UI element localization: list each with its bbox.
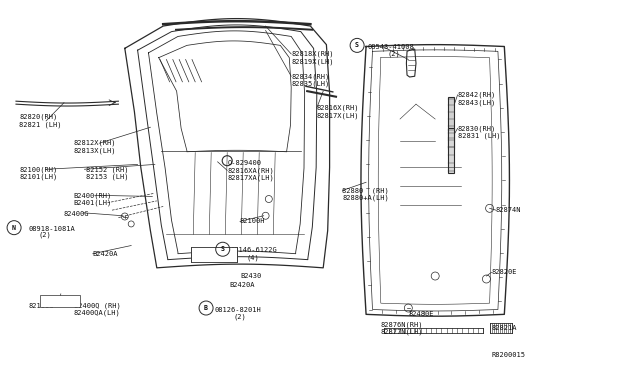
Text: 82100H: 82100H — [240, 218, 266, 224]
Text: 82100C: 82100C — [29, 303, 54, 309]
Text: 82480E: 82480E — [408, 311, 434, 317]
Text: 82876N(RH): 82876N(RH) — [381, 321, 423, 328]
Text: R8200015: R8200015 — [492, 352, 525, 358]
Text: (2): (2) — [234, 314, 246, 320]
Text: 82152 (RH): 82152 (RH) — [86, 166, 129, 173]
Text: 82831 (LH): 82831 (LH) — [458, 132, 500, 139]
Text: (2): (2) — [387, 51, 400, 57]
Text: 82874N: 82874N — [496, 207, 522, 213]
Text: 82821 (LH): 82821 (LH) — [19, 121, 61, 128]
Text: 82880+A(LH): 82880+A(LH) — [342, 195, 389, 201]
Text: 82842(RH): 82842(RH) — [458, 92, 496, 98]
Text: (4): (4) — [246, 254, 259, 261]
Text: 08146-6122G: 08146-6122G — [230, 247, 277, 253]
Text: 82880  (RH): 82880 (RH) — [342, 187, 389, 194]
Text: 82830(RH): 82830(RH) — [458, 125, 496, 132]
Text: (2): (2) — [38, 232, 51, 238]
Text: 08918-1081A: 08918-1081A — [29, 226, 76, 232]
Text: 82400QA(LH): 82400QA(LH) — [74, 310, 120, 317]
Text: B: B — [204, 305, 208, 311]
Text: 82820(RH): 82820(RH) — [19, 114, 58, 121]
Text: N: N — [12, 225, 16, 231]
FancyBboxPatch shape — [448, 128, 454, 173]
Text: 82816X(RH): 82816X(RH) — [317, 105, 359, 111]
Text: 82843(LH): 82843(LH) — [458, 99, 496, 106]
FancyBboxPatch shape — [448, 97, 454, 149]
Text: 82101(LH): 82101(LH) — [19, 173, 58, 180]
Text: B2401(LH): B2401(LH) — [74, 199, 112, 206]
Text: O-829400: O-829400 — [227, 160, 261, 166]
Text: 82817X(LH): 82817X(LH) — [317, 112, 359, 119]
Text: 82834(RH): 82834(RH) — [291, 73, 330, 80]
Text: 82816XA(RH): 82816XA(RH) — [227, 167, 274, 174]
Text: 82400G: 82400G — [64, 211, 90, 217]
Text: 82821A: 82821A — [492, 325, 517, 331]
Text: S: S — [355, 42, 359, 48]
Text: 82100(RH): 82100(RH) — [19, 166, 58, 173]
Text: 82819X(LH): 82819X(LH) — [291, 58, 333, 65]
Text: 82820E: 82820E — [492, 269, 517, 275]
Text: 82817XA(LH): 82817XA(LH) — [227, 174, 274, 181]
Text: 08126-8201H: 08126-8201H — [214, 307, 261, 312]
Text: 82813X(LH): 82813X(LH) — [74, 147, 116, 154]
Text: 82153 (LH): 82153 (LH) — [86, 173, 129, 180]
Text: B2420A: B2420A — [229, 282, 255, 288]
Text: S: S — [221, 246, 225, 252]
Text: 82818X(RH): 82818X(RH) — [291, 51, 333, 57]
Text: B2420A: B2420A — [93, 251, 118, 257]
Text: 82835(LH): 82835(LH) — [291, 80, 330, 87]
FancyBboxPatch shape — [40, 295, 80, 307]
Text: 08543-41008: 08543-41008 — [368, 44, 415, 49]
Text: 82400Q (RH): 82400Q (RH) — [74, 302, 120, 309]
FancyBboxPatch shape — [191, 247, 237, 262]
Text: 82877N(LH): 82877N(LH) — [381, 328, 423, 335]
Text: 82812X(RH): 82812X(RH) — [74, 140, 116, 147]
Text: B2400(RH): B2400(RH) — [74, 192, 112, 199]
Text: B2430: B2430 — [240, 273, 261, 279]
